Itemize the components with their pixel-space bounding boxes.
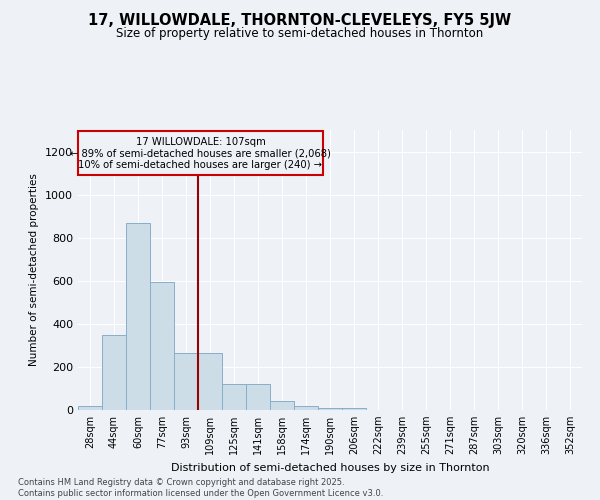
Bar bbox=[222, 384, 246, 410]
Bar bbox=[126, 222, 150, 410]
Y-axis label: Number of semi-detached properties: Number of semi-detached properties bbox=[29, 174, 40, 366]
Text: 17, WILLOWDALE, THORNTON-CLEVELEYS, FY5 5JW: 17, WILLOWDALE, THORNTON-CLEVELEYS, FY5 … bbox=[88, 12, 512, 28]
Text: 17 WILLOWDALE: 107sqm
← 89% of semi-detached houses are smaller (2,068)
10% of s: 17 WILLOWDALE: 107sqm ← 89% of semi-deta… bbox=[70, 136, 331, 170]
Bar bbox=[150, 282, 174, 410]
Bar bbox=[102, 335, 126, 410]
Bar bbox=[198, 353, 222, 410]
Bar bbox=[174, 353, 198, 410]
Bar bbox=[318, 408, 342, 410]
Bar bbox=[78, 406, 102, 410]
Bar bbox=[294, 406, 318, 410]
Bar bbox=[270, 402, 294, 410]
Bar bbox=[246, 384, 270, 410]
Text: Size of property relative to semi-detached houses in Thornton: Size of property relative to semi-detach… bbox=[116, 28, 484, 40]
X-axis label: Distribution of semi-detached houses by size in Thornton: Distribution of semi-detached houses by … bbox=[170, 462, 490, 472]
Text: Contains HM Land Registry data © Crown copyright and database right 2025.
Contai: Contains HM Land Registry data © Crown c… bbox=[18, 478, 383, 498]
FancyBboxPatch shape bbox=[78, 131, 323, 175]
Bar bbox=[342, 408, 366, 410]
